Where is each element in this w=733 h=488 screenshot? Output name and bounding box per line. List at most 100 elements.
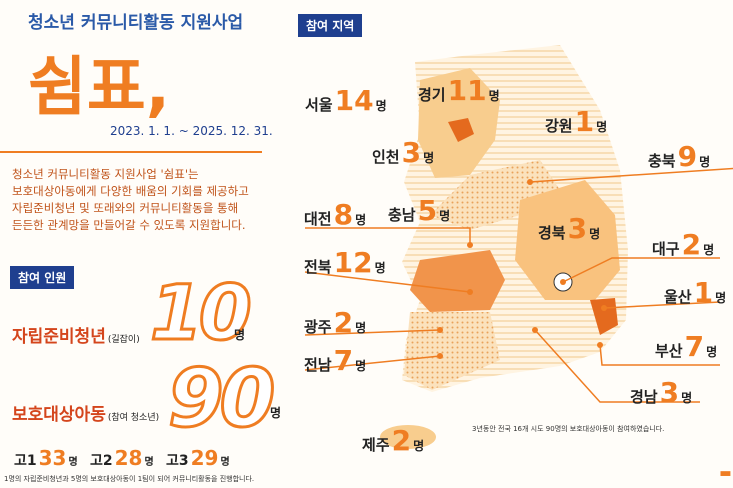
region-dot bbox=[437, 327, 443, 333]
region-name: 충남 bbox=[388, 206, 416, 224]
jeonbuk-area bbox=[410, 250, 505, 312]
grade-count: 33 bbox=[38, 446, 67, 470]
grade-count: 28 bbox=[114, 446, 143, 470]
region-count: 3 bbox=[567, 212, 588, 245]
grade: 고3 29 명 bbox=[166, 446, 230, 470]
unit: 명 bbox=[703, 243, 715, 257]
intro-line: 든든한 관계망을 만들어갈 수 있도록 지원합니다. bbox=[12, 218, 246, 232]
region-count: 2 bbox=[333, 306, 354, 339]
jeju-area bbox=[380, 425, 436, 449]
region-label: 제주2 명 bbox=[362, 424, 424, 457]
unit: 명 bbox=[589, 227, 601, 241]
intro-line: 청소년 커뮤니티활동 지원사업 '쉼표'는 bbox=[12, 167, 199, 181]
region-count: 2 bbox=[391, 424, 412, 457]
region-count: 11 bbox=[447, 74, 487, 107]
leader-line bbox=[603, 301, 721, 309]
region-name: 강원 bbox=[545, 117, 573, 135]
region-name: 인천 bbox=[372, 148, 400, 166]
unit: 명 bbox=[270, 406, 282, 420]
region-count: 2 bbox=[681, 228, 702, 261]
logo: 쉼표, bbox=[28, 51, 171, 125]
region-dot bbox=[532, 327, 538, 333]
leader-line bbox=[304, 329, 441, 336]
region-dot bbox=[467, 242, 473, 248]
region-label: 충북9 명 bbox=[648, 140, 710, 173]
region-label: 인천3 명 bbox=[372, 136, 434, 169]
region-name: 서울 bbox=[305, 96, 333, 114]
region-name: 광주 bbox=[304, 318, 332, 336]
region-label: 강원1 명 bbox=[545, 105, 607, 138]
region-count: 14 bbox=[334, 84, 374, 117]
chungcheong-area bbox=[430, 160, 560, 230]
region-label: 경기11 명 bbox=[418, 74, 500, 107]
group-note: (길잡이) bbox=[107, 335, 140, 345]
footnote: 1명의 자립준비청년과 5명의 보호대상아동이 1팀이 되어 커뮤니티활동을 진… bbox=[4, 475, 255, 483]
section-tag: 참여 인원 bbox=[10, 266, 75, 289]
region-name: 울산 bbox=[664, 288, 692, 306]
region-count: 7 bbox=[333, 344, 354, 377]
region-dot bbox=[527, 179, 533, 185]
unit: 명 bbox=[715, 291, 727, 305]
region-label: 울산1 명 bbox=[664, 276, 726, 309]
unit: 명 bbox=[68, 457, 78, 468]
unit: 명 bbox=[681, 391, 693, 405]
region-count: 5 bbox=[417, 194, 438, 227]
footnote: 3년동안 전국 16개 시도 90명의 보호대상아동이 참여하였습니다. bbox=[472, 425, 665, 433]
intro-line: 자립준비청년 및 또래와의 커뮤니티활동을 통해 bbox=[12, 201, 239, 215]
region-name: 부산 bbox=[655, 342, 683, 360]
grade: 고1 33 명 bbox=[14, 446, 78, 470]
region-label: 서울14 명 bbox=[305, 84, 387, 117]
leader-line bbox=[304, 271, 471, 293]
leader-line bbox=[305, 227, 471, 245]
region-count: 1 bbox=[574, 105, 595, 138]
leader-line bbox=[599, 344, 720, 366]
unit: 명 bbox=[423, 151, 435, 165]
unit: 명 bbox=[439, 209, 451, 223]
grade-label: 고3 bbox=[166, 453, 189, 469]
region-dot bbox=[597, 342, 603, 348]
unit: 명 bbox=[596, 120, 608, 134]
group-name: 자립준비청년 bbox=[12, 327, 106, 347]
region-label: 전북12 명 bbox=[304, 246, 386, 279]
region-name: 경북 bbox=[538, 224, 566, 242]
unit: 명 bbox=[488, 89, 500, 103]
group-count: 90 bbox=[166, 351, 276, 447]
group-count: 10 bbox=[149, 267, 254, 359]
title: 청소년 커뮤니티활동 지원사업 bbox=[28, 13, 244, 33]
grade-label: 고1 bbox=[14, 453, 37, 469]
unit: 명 bbox=[706, 345, 718, 359]
region-label: 대구2 명 bbox=[652, 228, 714, 261]
region-name: 제주 bbox=[362, 436, 390, 454]
region-count: 7 bbox=[684, 330, 705, 363]
region-label: 광주2 명 bbox=[304, 306, 366, 339]
intro-line: 보호대상아동에게 다양한 배움의 기회를 제공하고 bbox=[12, 184, 249, 198]
region-label: 경북3 명 bbox=[538, 212, 600, 245]
group-note: (참여 청소년) bbox=[107, 413, 160, 423]
region-name: 경기 bbox=[418, 86, 446, 104]
region-dot bbox=[467, 289, 473, 295]
unit: 명 bbox=[355, 359, 367, 373]
unit: 명 bbox=[413, 439, 425, 453]
grade-label: 고2 bbox=[90, 453, 113, 469]
unit: 명 bbox=[144, 457, 154, 468]
region-label: 전남7 명 bbox=[304, 344, 366, 377]
region-label: 대전8 명 bbox=[304, 198, 366, 231]
region-label: 경남3 명 bbox=[630, 376, 692, 409]
region-count: 1 bbox=[693, 276, 714, 309]
region-name: 전남 bbox=[304, 356, 332, 374]
region-name: 대전 bbox=[304, 210, 332, 228]
region-dot bbox=[601, 305, 607, 311]
unit: 명 bbox=[699, 155, 711, 169]
leader-line bbox=[529, 167, 733, 183]
region-count: 3 bbox=[401, 136, 422, 169]
region-dot bbox=[560, 279, 566, 285]
region-dot bbox=[437, 353, 443, 359]
unit: 명 bbox=[375, 99, 387, 113]
jeonnam-area bbox=[404, 312, 500, 390]
region-count: 9 bbox=[677, 140, 698, 173]
gyeongbuk-area bbox=[515, 180, 620, 300]
leader-line bbox=[534, 329, 700, 403]
